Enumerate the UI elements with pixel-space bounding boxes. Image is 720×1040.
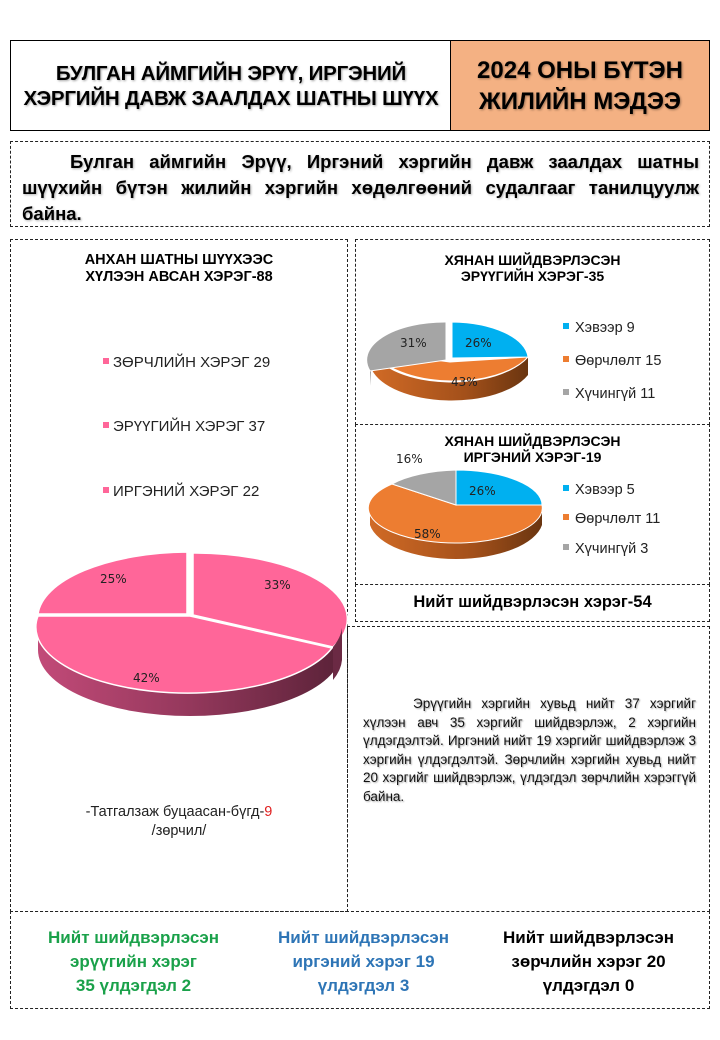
received-cases-title: АНХАН ШАТНЫ ШҮҮХЭЭС ХҮЛЭЭН АВСАН ХЭРЭГ-8…: [11, 252, 347, 286]
legend-swatch-icon: [563, 544, 569, 551]
legend-item-upheld: Хэвээр 9: [563, 320, 635, 336]
legend-item-modified: Өөрчлөлт 11: [563, 511, 660, 527]
civil-review-title: ХЯНАН ШИЙДВЭРЛЭСЭН ИРГЭНИЙ ХЭРЭГ-19: [356, 433, 709, 465]
legend-swatch-icon: [563, 356, 569, 363]
explanation-box: Эрүүгийн хэргийн хувьд нийт 37 хэргийг х…: [347, 626, 710, 912]
summary-line: үлдэгдэл 0: [542, 976, 635, 995]
pie-label: 33%: [264, 578, 291, 592]
legend-swatch-icon: [103, 422, 109, 429]
title-line: ХЯНАН ШИЙДВЭРЛЭСЭН: [444, 433, 621, 449]
legend-swatch-icon: [563, 389, 569, 396]
pie-label: 16%: [396, 452, 423, 466]
legend-item-civil: ИРГЭНИЙ ХЭРЭГ 22: [103, 483, 259, 500]
legend-item-annulled: Хүчингүй 3: [563, 541, 648, 557]
summary-violation: Нийт шийдвэрлэсэн зөрчлийн хэрэг 20 үлдэ…: [476, 926, 701, 998]
legend-label: ЗӨРЧЛИЙН ХЭРЭГ 29: [113, 354, 271, 371]
legend-swatch-icon: [563, 323, 569, 330]
report-period-badge: 2024 ОНЫ БҮТЭН ЖИЛИЙН МЭДЭЭ: [450, 40, 710, 131]
legend-item-violation: ЗӨРЧЛИЙН ХЭРЭГ 29: [103, 354, 270, 371]
legend-label: ИРГЭНИЙ ХЭРЭГ 22: [113, 483, 260, 500]
criminal-review-title: ХЯНАН ШИЙДВЭРЛЭСЭН ЭРҮҮГИЙН ХЭРЭГ-35: [356, 252, 709, 284]
title-line: ЭРҮҮГИЙН ХЭРЭГ-35: [460, 268, 605, 284]
intro-text: Булган аймгийн Эрүү, Иргэний хэргийн дав…: [22, 151, 699, 224]
title-line: ИРГЭНИЙ ХЭРЭГ-19: [463, 449, 602, 465]
pie-label: 25%: [100, 572, 127, 586]
intro-box: Булган аймгийн Эрүү, Иргэний хэргийн дав…: [10, 141, 710, 227]
page-title: БУЛГАН АЙМГИЙН ЭРҮҮ, ИРГЭНИЙ ХЭРГИЙН ДАВ…: [10, 40, 451, 131]
pie-label: 26%: [465, 336, 492, 350]
summary-line: зөрчлийн хэрэг 20: [511, 952, 666, 971]
legend-label: ЭРҮҮГИЙН ХЭРЭГ 37: [113, 418, 266, 435]
summary-criminal: Нийт шийдвэрлэсэн эрүүгийн хэрэг 35 үлдэ…: [11, 926, 256, 998]
criminal-review-panel: ХЯНАН ШИЙДВЭРЛЭСЭН ЭРҮҮГИЙН ХЭРЭГ-35 Хэв…: [355, 239, 710, 425]
title-line: АНХАН ШАТНЫ ШҮҮХЭЭС: [84, 252, 274, 268]
summary-line: Нийт шийдвэрлэсэн: [278, 928, 449, 947]
summary-line: Нийт шийдвэрлэсэн: [48, 928, 219, 947]
summary-line: 35 үлдэгдэл 2: [75, 976, 192, 995]
pie-label: 43%: [451, 375, 478, 389]
pie-label: 58%: [414, 527, 441, 541]
civil-review-panel: ХЯНАН ШИЙДВЭРЛЭСЭН ИРГЭНИЙ ХЭРЭГ-19 Хэвэ…: [355, 424, 710, 585]
legend-swatch-icon: [563, 485, 569, 492]
title-line: ХЯНАН ШИЙДВЭРЛЭСЭН: [444, 252, 621, 268]
legend-label: Хүчингүй 3: [575, 541, 649, 557]
legend-swatch-icon: [103, 487, 109, 494]
summary-line: Нийт шийдвэрлэсэн: [503, 928, 674, 947]
summary-civil: Нийт шийдвэрлэсэн иргэний хэрэг 19 үлдэг…: [251, 926, 476, 998]
pie-label: 26%: [469, 484, 496, 498]
legend-label: Өөрчлөлт 15: [575, 353, 662, 369]
legend-label: Хэвээр 9: [575, 320, 635, 336]
summary-line: эрүүгийн хэрэг: [70, 952, 197, 971]
pie-label: 31%: [400, 336, 427, 350]
pie-label: 42%: [133, 671, 160, 685]
summary-box: Нийт шийдвэрлэсэн эрүүгийн хэрэг 35 үлдэ…: [10, 911, 710, 1009]
legend-item-modified: Өөрчлөлт 15: [563, 353, 661, 369]
legend-swatch-icon: [563, 514, 569, 521]
legend-item-annulled: Хүчингүй 11: [563, 386, 655, 402]
legend-label: Хүчингүй 11: [575, 386, 656, 402]
title-line: ХҮЛЭЭН АВСАН ХЭРЭГ-88: [85, 269, 273, 285]
total-resolved-cases: Нийт шийдвэрлэсэн хэрэг-54: [355, 584, 710, 622]
explanation-text: Эрүүгийн хэргийн хувьд нийт 37 хэргийг х…: [363, 696, 696, 804]
legend-swatch-icon: [103, 358, 109, 365]
legend-item-upheld: Хэвээр 5: [563, 482, 635, 498]
legend-label: Хэвээр 5: [575, 482, 635, 498]
summary-line: үлдэгдэл 3: [317, 976, 410, 995]
legend-item-criminal: ЭРҮҮГИЙН ХЭРЭГ 37: [103, 418, 265, 435]
summary-line: иргэний хэрэг 19: [292, 952, 435, 971]
legend-label: Өөрчлөлт 11: [575, 511, 661, 527]
